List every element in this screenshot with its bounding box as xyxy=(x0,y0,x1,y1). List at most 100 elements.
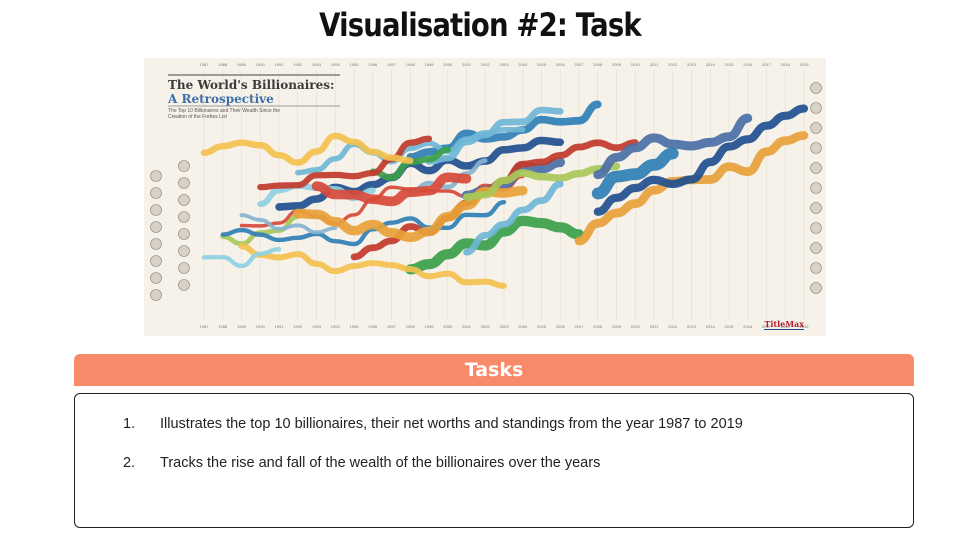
year-label-bottom: 1993 xyxy=(312,324,322,329)
portrait-icon xyxy=(178,245,190,257)
infographic-canvas: 1987 1987 1988 1988 1989 1989 1990 1990 1991 1991… xyxy=(150,62,822,329)
year-label-bottom: 2002 xyxy=(481,324,491,329)
titlemax-logo: TitleMax xyxy=(764,319,804,330)
wealth-stream xyxy=(462,162,621,201)
portrait-icon xyxy=(150,221,162,233)
year-label-bottom: 2015 xyxy=(725,324,735,329)
portrait-icon xyxy=(178,211,190,223)
slide-title: Visualisation #2: Task xyxy=(319,6,641,44)
portrait-icon xyxy=(810,282,822,294)
portrait-icon xyxy=(150,238,162,250)
year-label-top: 2002 xyxy=(481,62,491,67)
year-label-top: 2010 xyxy=(631,62,641,67)
year-label-top: 2000 xyxy=(443,62,453,67)
portrait-icon xyxy=(810,122,822,134)
year-label-top: 2001 xyxy=(462,62,472,67)
year-label-bottom: 2005 xyxy=(537,324,547,329)
portrait-icon xyxy=(150,289,162,301)
portrait-icon xyxy=(810,182,822,194)
year-label-bottom: 2010 xyxy=(631,324,641,329)
portrait-icon xyxy=(178,160,190,172)
year-label-bottom: 2016 xyxy=(743,324,753,329)
year-label-top: 2013 xyxy=(687,62,697,67)
year-label-bottom: 1992 xyxy=(293,324,303,329)
portrait-icon xyxy=(150,272,162,284)
year-label-top: 1996 xyxy=(368,62,378,67)
portrait-icon xyxy=(178,279,190,291)
year-label-bottom: 2009 xyxy=(612,324,622,329)
tasks-header: Tasks xyxy=(74,354,914,386)
year-label-top: 2019 xyxy=(800,62,810,67)
year-label-bottom: 2004 xyxy=(518,324,528,329)
year-label-bottom: 2001 xyxy=(462,324,472,329)
year-label-top: 2004 xyxy=(518,62,528,67)
year-label-top: 1997 xyxy=(387,62,397,67)
task-number: 2. xyxy=(123,455,136,471)
year-label-bottom: 2019 xyxy=(800,324,810,329)
portrait-icon xyxy=(150,255,162,267)
year-label-top: 2017 xyxy=(762,62,772,67)
year-label-bottom: 2000 xyxy=(443,324,453,329)
portrait-icon xyxy=(810,82,822,94)
year-label-bottom: 2011 xyxy=(650,324,659,329)
year-label-top: 1993 xyxy=(312,62,322,67)
year-label-top: 2009 xyxy=(612,62,622,67)
infographic-subtitle: The Top 10 Billionaires and Their Wealth… xyxy=(168,108,281,120)
year-label-bottom: 1999 xyxy=(425,324,435,329)
wealth-stream xyxy=(593,113,753,180)
wealth-stream xyxy=(201,247,282,269)
portrait-icon xyxy=(178,194,190,206)
year-label-bottom: 2013 xyxy=(687,324,697,329)
year-label-bottom: 1991 xyxy=(275,324,285,329)
tasks-list: 1. Illustrates the top 10 billionaires, … xyxy=(74,393,914,528)
year-label-bottom: 2017 xyxy=(762,324,772,329)
year-label-bottom: 1988 xyxy=(218,324,228,329)
wealth-stream xyxy=(257,135,433,191)
year-label-top: 1988 xyxy=(218,62,228,67)
infographic-title-line1: The World's Billionaires: xyxy=(168,78,335,92)
year-label-top: 1994 xyxy=(331,62,341,67)
year-label-top: 2006 xyxy=(556,62,566,67)
wealth-stream xyxy=(239,213,338,235)
wealth-stream xyxy=(425,106,564,165)
portrait-icon xyxy=(150,170,162,182)
wealth-stream xyxy=(463,180,564,256)
year-label-bottom: 1990 xyxy=(256,324,266,329)
year-label-top: 1987 xyxy=(200,62,210,67)
wealth-stream xyxy=(593,104,809,216)
year-label-top: 1992 xyxy=(293,62,303,67)
portrait-icon xyxy=(150,187,162,199)
year-label-top: 2008 xyxy=(593,62,603,67)
year-label-top: 2011 xyxy=(650,62,659,67)
infographic-title: The World's Billionaires: A Retrospectiv… xyxy=(168,78,334,106)
portrait-icon xyxy=(178,228,190,240)
portrait-icon xyxy=(178,177,190,189)
year-label-top: 2016 xyxy=(743,62,753,67)
task-number: 1. xyxy=(123,416,136,432)
year-label-bottom: 2014 xyxy=(706,324,716,329)
portrait-icon xyxy=(810,242,822,254)
task-text: Illustrates the top 10 billionaires, the… xyxy=(160,416,743,432)
year-label-top: 2015 xyxy=(725,62,735,67)
wealth-stream xyxy=(311,172,472,207)
wealth-stream xyxy=(220,200,507,247)
year-label-bottom: 1998 xyxy=(406,324,416,329)
portrait-icon xyxy=(178,262,190,274)
year-label-top: 1998 xyxy=(406,62,416,67)
year-label-bottom: 1996 xyxy=(368,324,378,329)
portrait-icon xyxy=(810,162,822,174)
task-text: Tracks the rise and fall of the wealth o… xyxy=(160,455,601,471)
year-label-bottom: 2007 xyxy=(575,324,585,329)
year-label-top: 2014 xyxy=(706,62,716,67)
wealth-stream xyxy=(200,132,414,166)
portrait-icon xyxy=(810,202,822,214)
year-label-bottom: 1994 xyxy=(331,324,341,329)
year-label-top: 2018 xyxy=(781,62,791,67)
wealth-stream xyxy=(405,215,585,275)
year-label-bottom: 1997 xyxy=(387,324,397,329)
year-label-top: 2007 xyxy=(575,62,585,67)
wealth-stream xyxy=(591,147,679,200)
portrait-icon xyxy=(150,204,162,216)
year-label-bottom: 2018 xyxy=(781,324,791,329)
year-label-bottom: 2012 xyxy=(668,324,678,329)
